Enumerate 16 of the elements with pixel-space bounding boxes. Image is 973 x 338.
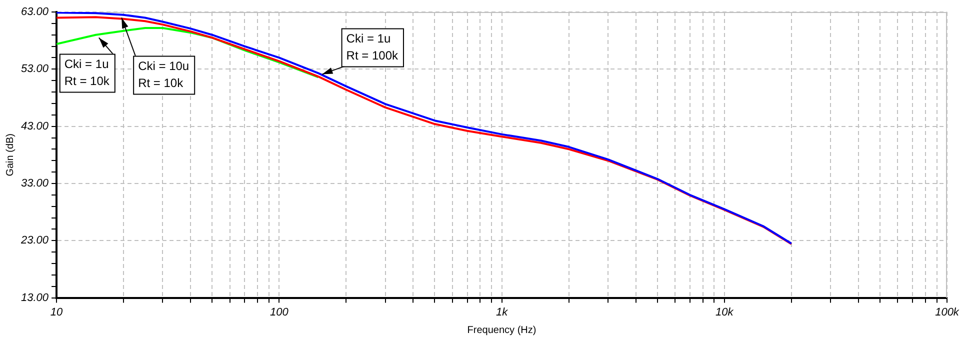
y-tick-label: 43.00 — [20, 120, 50, 132]
x-tick-label: 10 — [50, 306, 64, 318]
annotation: Cki = 1u Rt = 10k — [64, 57, 110, 88]
y-tick-label: 33.00 — [20, 178, 50, 190]
y-tick-label: 63.00 — [20, 6, 50, 18]
annotation: Cki = 10u Rt = 10k — [138, 59, 190, 90]
x-tick-label: 100k — [935, 306, 960, 318]
x-axis-title: Frequency (Hz) — [467, 324, 536, 336]
y-tick-label: 53.00 — [20, 63, 50, 76]
y-tick-label: 13.00 — [20, 292, 50, 304]
annotation: Cki = 1u Rt = 100k — [346, 32, 399, 63]
y-tick-label: 23.00 — [20, 234, 50, 247]
x-tick-label: 1k — [496, 306, 508, 318]
x-tick-label: 10k — [716, 306, 734, 318]
y-axis-title: Gain (dB) — [4, 134, 16, 176]
x-tick-label: 100 — [270, 306, 290, 318]
